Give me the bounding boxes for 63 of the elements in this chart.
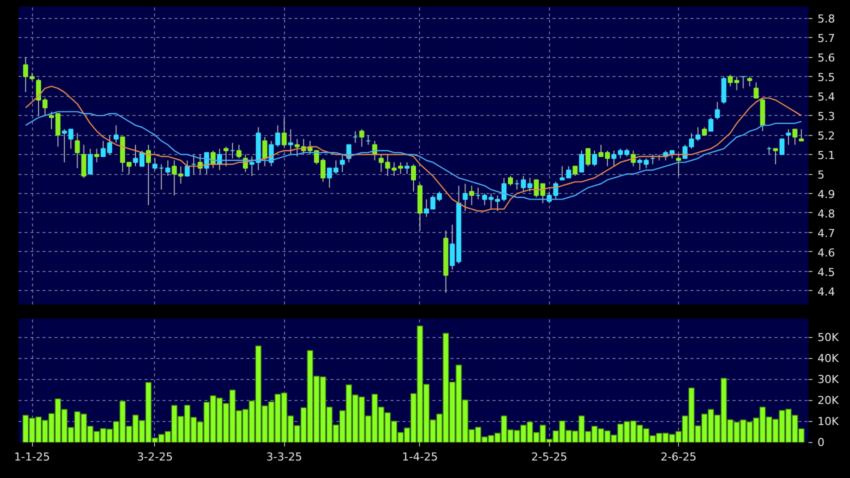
candlestick bbox=[146, 144, 151, 206]
y-tick-label: 5.4 bbox=[818, 90, 835, 104]
y-tick-label: 5.8 bbox=[818, 12, 835, 26]
candlestick bbox=[165, 160, 170, 176]
candlestick bbox=[81, 144, 86, 178]
y-tick-label: 5.5 bbox=[818, 71, 835, 84]
candlestick bbox=[676, 154, 682, 176]
candlestick bbox=[462, 183, 468, 212]
y-tick-label: 5 bbox=[818, 168, 824, 182]
candlestick bbox=[236, 144, 242, 159]
y-tick-label: 4.7 bbox=[818, 226, 835, 240]
x-tick-label: 3-3-25 bbox=[266, 450, 302, 464]
x-tick-label: 1-4-25 bbox=[402, 450, 438, 464]
candlestick bbox=[469, 185, 474, 206]
candlestick bbox=[410, 164, 416, 192]
y-tick-label: 40K bbox=[818, 352, 840, 365]
x-tick-label: 3-2-25 bbox=[136, 450, 173, 464]
y-tick-label: 5.3 bbox=[818, 110, 835, 124]
y-tick-label: 5.2 bbox=[818, 130, 835, 143]
y-tick-label: 4.6 bbox=[818, 246, 835, 260]
candlestick bbox=[579, 150, 584, 173]
candlestick bbox=[786, 128, 791, 146]
candlestick bbox=[359, 128, 364, 148]
candlestick bbox=[184, 160, 190, 176]
candlestick bbox=[94, 148, 100, 163]
candlestick bbox=[114, 124, 119, 144]
candlestick bbox=[754, 82, 759, 99]
y-tick-label: 10K bbox=[818, 414, 840, 428]
candlestick bbox=[152, 158, 158, 171]
y-tick-label: 4.5 bbox=[818, 266, 835, 279]
candlestick bbox=[586, 148, 591, 167]
y-tick-label: 20K bbox=[818, 394, 840, 407]
candlestick bbox=[508, 175, 513, 186]
candlestick bbox=[74, 132, 80, 169]
candlestick bbox=[404, 162, 410, 175]
y-tick-label: 4.9 bbox=[818, 188, 835, 201]
y-tick-label: 50K bbox=[818, 330, 840, 344]
candlestick bbox=[773, 148, 778, 165]
y-tick-label: 4.4 bbox=[818, 285, 835, 298]
candlestick bbox=[224, 146, 229, 167]
y-tick-label: 5.6 bbox=[818, 52, 835, 65]
y-tick-label: 30K bbox=[818, 372, 840, 386]
candlestick bbox=[88, 148, 93, 175]
candlestick bbox=[572, 166, 578, 176]
candlestick bbox=[262, 136, 268, 167]
y-tick-label: 5.1 bbox=[818, 149, 835, 162]
candlestick bbox=[792, 128, 798, 146]
candlestick bbox=[288, 128, 294, 156]
candlestick bbox=[747, 76, 752, 87]
candlestick bbox=[282, 117, 287, 148]
candlestick bbox=[708, 117, 714, 132]
x-tick-label: 1-1-25 bbox=[14, 450, 50, 464]
candlestick bbox=[779, 138, 784, 156]
x-tick-label: 2-6-25 bbox=[660, 450, 697, 464]
candlestick bbox=[592, 150, 598, 167]
y-tick-label: 0 bbox=[818, 436, 824, 449]
candlestick bbox=[798, 128, 804, 142]
candlestick bbox=[714, 101, 720, 120]
y-tick-label: 4.8 bbox=[818, 207, 835, 220]
y-tick-label: 5.7 bbox=[818, 32, 835, 46]
candlestick bbox=[340, 154, 345, 173]
x-tick-label: 2-5-25 bbox=[531, 450, 568, 464]
candlestick bbox=[721, 76, 726, 104]
